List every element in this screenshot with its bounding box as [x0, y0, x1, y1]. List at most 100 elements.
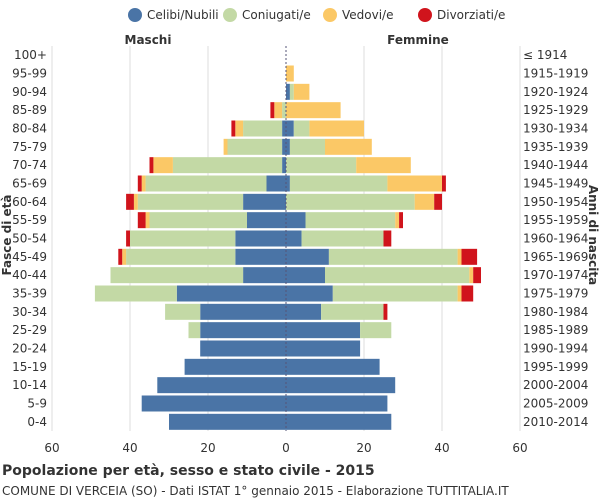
bar-female-45-49-s2 [457, 248, 462, 265]
bar-male-60-64-s2 [133, 193, 138, 210]
bar-female-75-79-s1 [289, 138, 325, 155]
x-axis: 60 40 20 0 20 40 60 [44, 441, 527, 455]
age-label-5: 75-79 [12, 140, 47, 154]
bar-female-65-69-s2 [387, 175, 442, 192]
age-label-13: 35-39 [12, 286, 47, 300]
age-label-19: 5-9 [27, 396, 47, 410]
bar-female-80-84-s1 [293, 120, 310, 137]
bar-male-45-49-s2 [122, 248, 127, 265]
birth-year-label-5: 1935-1939 [523, 140, 588, 154]
bar-male-65-69-s1 [145, 175, 267, 192]
age-axis: 100+ 95-99 90-94 85-89 80-84 75-79 70-74 65-69 6… [12, 48, 47, 429]
age-label-9: 55-59 [12, 213, 47, 227]
males-side-label: Maschi [125, 33, 172, 47]
legend-label-3: Divorziati/e [437, 8, 505, 22]
bar-male-75-79-s1 [227, 138, 283, 155]
age-axis-title: Fasce di età [0, 194, 14, 275]
birth-year-label-4: 1930-1934 [523, 121, 588, 135]
bar-male-70-74-s1 [172, 157, 283, 174]
bar-male-0-4-s0 [169, 413, 286, 430]
x-tick-label-4: 20 [356, 441, 371, 455]
bar-male-60-64-s0 [243, 193, 286, 210]
legend-label-2: Vedovi/e [342, 8, 393, 22]
bar-female-50-54-s0 [286, 230, 302, 247]
age-label-11: 45-49 [12, 250, 47, 264]
bar-female-60-64-s1 [286, 193, 415, 210]
bar-female-65-69-s3 [442, 175, 446, 192]
bar-male-40-44-s1 [110, 267, 244, 284]
bar-female-40-44-s0 [286, 267, 325, 284]
bar-female-70-74-s1 [286, 157, 357, 174]
bar-female-40-44-s1 [325, 267, 470, 284]
bar-male-70-74-s2 [153, 157, 173, 174]
bar-female-70-74-s2 [356, 157, 411, 174]
chart-subtitle: COMUNE DI VERCEIA (SO) - Dati ISTAT 1° g… [2, 484, 509, 498]
birth-year-label-19: 2005-2009 [523, 396, 588, 410]
birth-year-label-11: 1965-1969 [523, 250, 588, 264]
age-label-1: 95-99 [12, 66, 47, 80]
bar-female-35-39-s2 [457, 285, 462, 302]
bar-female-10-14-s0 [286, 377, 396, 394]
age-label-6: 70-74 [12, 158, 47, 172]
bar-female-55-59-s3 [399, 212, 403, 229]
age-label-2: 90-94 [12, 85, 47, 99]
bar-male-70-74-s0 [282, 157, 286, 174]
age-label-10: 50-54 [12, 231, 47, 245]
bar-male-20-24-s0 [200, 340, 286, 357]
bar-female-35-39-s1 [332, 285, 458, 302]
bar-male-80-84-s0 [282, 120, 286, 137]
birth-year-label-16: 1990-1994 [523, 341, 588, 355]
bars [94, 46, 481, 431]
x-tick-label-3: 0 [282, 441, 290, 455]
bar-female-25-29-s1 [360, 322, 392, 339]
bar-female-60-64-s3 [434, 193, 442, 210]
legend-marker-1 [223, 8, 237, 22]
bar-female-35-39-s0 [286, 285, 333, 302]
bar-male-80-84-s3 [231, 120, 236, 137]
age-label-20: 0-4 [27, 415, 47, 429]
age-label-0: 100+ [14, 48, 47, 62]
bar-female-45-49-s1 [328, 248, 458, 265]
age-label-15: 25-29 [12, 323, 47, 337]
bar-female-55-59-s1 [305, 212, 396, 229]
bar-male-60-64-s3 [126, 193, 134, 210]
x-tick-label-2: 20 [200, 441, 215, 455]
bar-male-50-54-s1 [130, 230, 236, 247]
birth-year-label-2: 1920-1924 [523, 85, 588, 99]
chart-title: Popolazione per età, sesso e stato civil… [2, 463, 375, 479]
bar-male-50-54-s3 [126, 230, 130, 247]
bar-male-65-69-s2 [141, 175, 146, 192]
x-tick-label-1: 40 [122, 441, 137, 455]
bar-female-45-49-s0 [286, 248, 329, 265]
legend-marker-2 [323, 8, 337, 22]
bar-female-75-79-s2 [325, 138, 372, 155]
age-label-4: 80-84 [12, 121, 47, 135]
age-label-3: 85-89 [12, 103, 47, 117]
birth-year-label-7: 1945-1949 [523, 176, 588, 190]
bar-male-45-49-s0 [235, 248, 286, 265]
birth-year-label-18: 2000-2004 [523, 378, 588, 392]
birth-year-label-6: 1940-1944 [523, 158, 588, 172]
bar-male-30-34-s1 [165, 303, 201, 320]
bar-male-5-9-s0 [141, 395, 286, 412]
bar-male-15-19-s0 [184, 358, 286, 375]
bar-male-25-29-s0 [200, 322, 286, 339]
age-label-8: 60-64 [12, 195, 47, 209]
bar-male-55-59-s3 [137, 212, 146, 229]
age-label-18: 10-14 [12, 378, 47, 392]
birth-year-label-9: 1955-1959 [523, 213, 588, 227]
age-label-17: 15-19 [12, 360, 47, 374]
birth-year-label-13: 1975-1979 [523, 286, 588, 300]
bar-male-80-84-s1 [243, 120, 283, 137]
bar-female-65-69-s0 [286, 175, 290, 192]
bar-female-80-84-s0 [286, 120, 294, 137]
birth-year-label-10: 1960-1964 [523, 231, 588, 245]
bar-female-45-49-s3 [461, 248, 478, 265]
bar-male-30-34-s0 [200, 303, 286, 320]
legend-marker-3 [418, 8, 432, 22]
bar-female-65-69-s1 [289, 175, 388, 192]
females-side-label: Femmine [387, 33, 449, 47]
bar-male-85-89-s1 [282, 102, 286, 119]
bar-female-50-54-s1 [301, 230, 384, 247]
legend-label-0: Celibi/Nubili [147, 8, 219, 22]
